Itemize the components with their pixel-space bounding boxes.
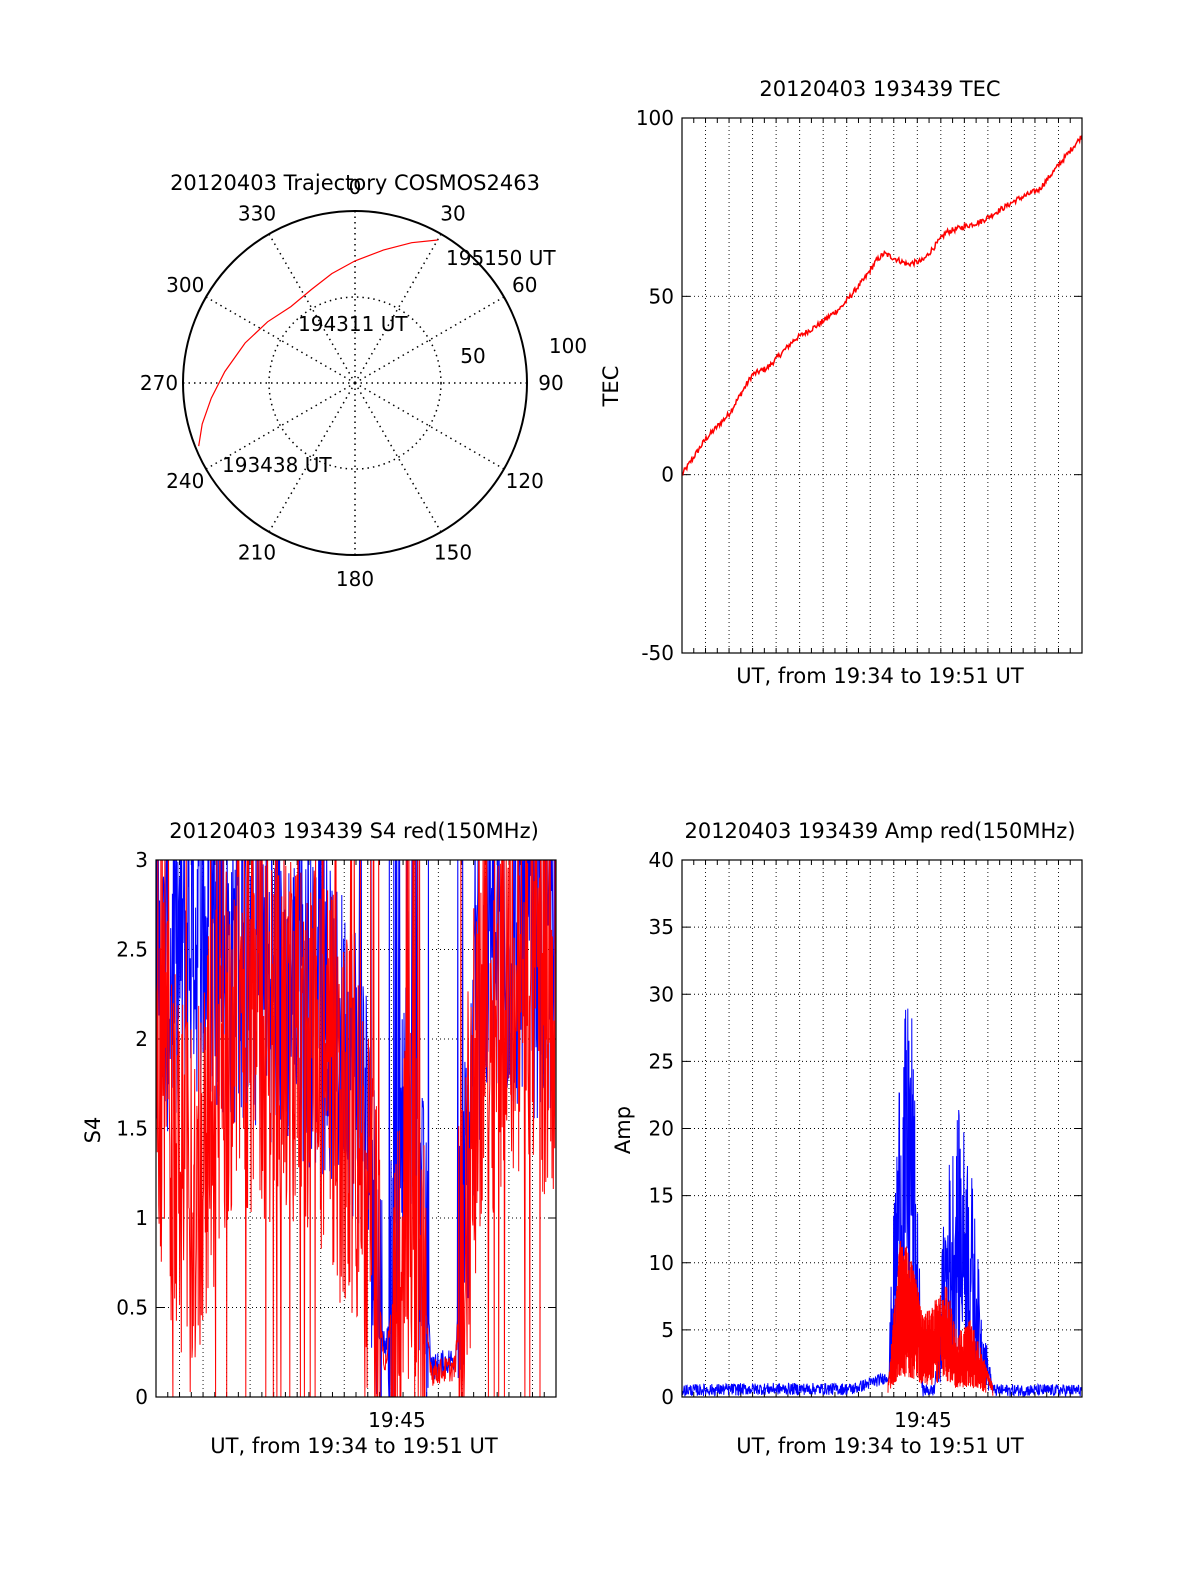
polar-title: 20120403 Trajectory COSMOS2463 bbox=[170, 171, 540, 195]
x-tick-label: 19:45 bbox=[894, 1408, 952, 1432]
polar-spoke bbox=[268, 382, 356, 533]
y-tick-label: 15 bbox=[649, 1184, 674, 1208]
y-tick-label: 100 bbox=[636, 106, 674, 130]
y-tick-label: 1.5 bbox=[116, 1117, 148, 1141]
polar-angle-label: 30 bbox=[440, 201, 465, 225]
polar-ring-50 bbox=[268, 296, 442, 470]
polar-angle-label: 270 bbox=[140, 371, 178, 395]
polar-angle-label: 300 bbox=[166, 273, 204, 297]
polar-angle-label: 330 bbox=[238, 201, 276, 225]
y-tick-label: 5 bbox=[661, 1318, 674, 1342]
y-tick-label: 2.5 bbox=[116, 938, 148, 962]
y-tick-label: 2 bbox=[135, 1027, 148, 1051]
amp-panel: 20120403 193439 Amp red(150MHz) 0 5 10 15 20… bbox=[611, 819, 1083, 1458]
polar-angle-label: 90 bbox=[538, 371, 563, 395]
polar-angle-label: 60 bbox=[512, 273, 537, 297]
y-tick-label: 35 bbox=[649, 915, 674, 939]
tec-x-label: UT, from 19:34 to 19:51 UT bbox=[736, 664, 1024, 688]
s4-x-label: UT, from 19:34 to 19:51 UT bbox=[210, 1434, 498, 1458]
y-tick-label: 25 bbox=[649, 1049, 674, 1073]
tec-title: 20120403 193439 TEC bbox=[759, 77, 1000, 101]
amp-x-label: UT, from 19:34 to 19:51 UT bbox=[736, 1434, 1024, 1458]
polar-spoke bbox=[205, 382, 356, 470]
y-tick-label: 30 bbox=[649, 982, 674, 1006]
s4-y-label: S4 bbox=[81, 1117, 105, 1144]
polar-angle-label: 180 bbox=[336, 567, 374, 591]
y-tick-label: -50 bbox=[641, 641, 674, 665]
polar-trajectory-panel: 20120403 Trajectory COSMOS2463 0 30 60 90 12… bbox=[140, 171, 587, 591]
y-tick-label: 20 bbox=[649, 1117, 674, 1141]
series-line bbox=[682, 135, 1082, 477]
series-line bbox=[156, 860, 556, 1397]
trajectory-time-label: 195150 UT bbox=[446, 246, 556, 270]
y-tick-label: 10 bbox=[649, 1251, 674, 1275]
polar-angle-label: 120 bbox=[506, 469, 544, 493]
y-tick-label: 3 bbox=[135, 848, 148, 872]
y-tick-label: 0 bbox=[661, 463, 674, 487]
polar-angle-label: 0 bbox=[349, 175, 362, 199]
s4-title: 20120403 193439 S4 red(150MHz) bbox=[169, 819, 539, 843]
series-line bbox=[887, 1240, 994, 1396]
series-line bbox=[682, 1008, 1082, 1397]
y-tick-label: 0.5 bbox=[116, 1296, 148, 1320]
plot-frame bbox=[155, 859, 557, 1398]
polar-radial-label: 50 bbox=[460, 344, 485, 368]
polar-spoke bbox=[205, 296, 356, 384]
y-tick-label: 0 bbox=[661, 1385, 674, 1409]
trajectory-line bbox=[198, 239, 438, 447]
y-tick-label: 1 bbox=[135, 1206, 148, 1230]
amp-y-label: Amp bbox=[611, 1106, 635, 1154]
tec-y-label: TEC bbox=[599, 366, 623, 408]
polar-radial-label: 100 bbox=[549, 334, 587, 358]
y-tick-label: 50 bbox=[649, 284, 674, 308]
x-tick-label: 19:45 bbox=[368, 1408, 426, 1432]
polar-spoke bbox=[354, 382, 442, 533]
polar-spoke bbox=[268, 233, 356, 384]
trajectory-time-label: 193438 UT bbox=[222, 453, 332, 477]
polar-angle-label: 150 bbox=[434, 541, 472, 565]
plot-frame bbox=[681, 117, 1083, 654]
tec-panel: 20120403 193439 TEC -50 0 50 100 UT, from 1… bbox=[599, 77, 1083, 688]
polar-angle-label: 240 bbox=[166, 469, 204, 493]
polar-spoke bbox=[354, 233, 442, 384]
polar-angle-label: 210 bbox=[238, 541, 276, 565]
polar-spoke bbox=[354, 296, 505, 384]
y-tick-label: 0 bbox=[135, 1385, 148, 1409]
y-tick-label: 40 bbox=[649, 848, 674, 872]
series-line bbox=[156, 860, 556, 1397]
s4-panel: 20120403 193439 S4 red(150MHz) 0 0.5 1 1.5 2… bbox=[81, 819, 557, 1458]
polar-spoke bbox=[354, 382, 505, 470]
plot-frame bbox=[681, 859, 1083, 1398]
amp-title: 20120403 193439 Amp red(150MHz) bbox=[684, 819, 1075, 843]
trajectory-time-label: 194311 UT bbox=[298, 312, 408, 336]
